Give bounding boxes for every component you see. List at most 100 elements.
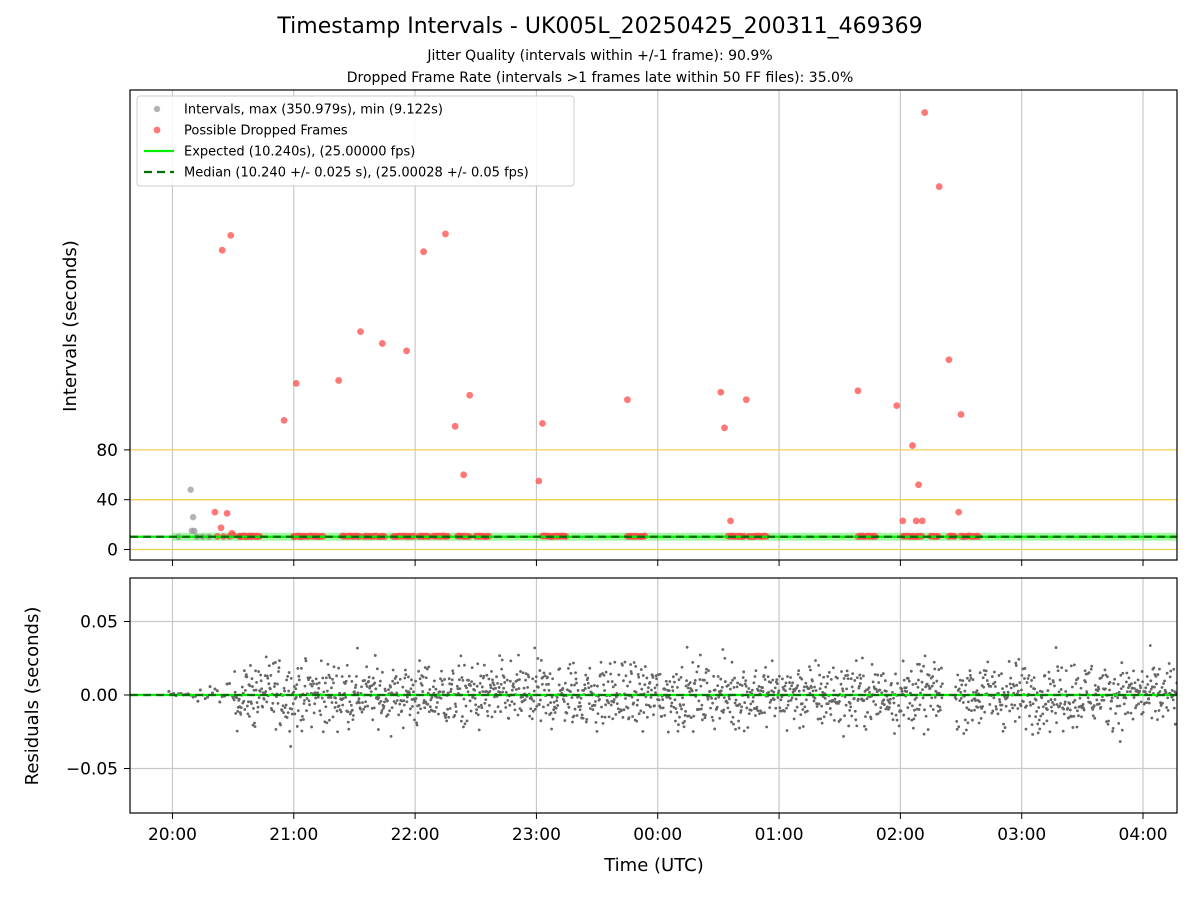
residual-point: [491, 678, 494, 682]
residual-point: [311, 679, 315, 683]
residual-point: [391, 668, 395, 672]
residual-point: [511, 682, 515, 686]
residual-point: [1121, 685, 1125, 688]
residual-point: [604, 703, 608, 707]
x-tick-label: 03:00: [997, 825, 1046, 845]
residual-point: [1120, 728, 1124, 732]
residual-point: [1022, 700, 1025, 704]
residual-point: [410, 678, 413, 682]
residual-point: [725, 701, 729, 705]
intervals-axes-frame: [129, 89, 1178, 561]
residual-point: [855, 724, 859, 728]
residual-point: [936, 709, 940, 713]
residual-point: [971, 718, 974, 722]
residual-point: [508, 679, 512, 683]
residual-point: [617, 673, 621, 677]
residual-point: [1019, 688, 1023, 692]
residual-point: [595, 730, 599, 733]
residual-point: [581, 716, 585, 720]
residual-point: [738, 702, 742, 706]
residual-point: [556, 704, 560, 707]
residual-point: [825, 682, 829, 685]
residual-point: [1029, 703, 1032, 707]
chart-title: Timestamp Intervals - UK005L_20250425_20…: [277, 14, 923, 39]
residual-point: [760, 711, 764, 715]
residual-point: [354, 686, 357, 689]
residual-point: [817, 663, 820, 667]
residual-point: [670, 701, 674, 705]
residual-point: [391, 679, 395, 683]
residual-point: [253, 721, 256, 725]
residual-point: [485, 710, 489, 713]
residual-point: [1031, 733, 1035, 736]
residual-point: [839, 718, 842, 721]
residual-point: [668, 680, 672, 683]
residual-point: [256, 710, 259, 714]
residual-point: [551, 717, 555, 721]
residual-point: [657, 698, 661, 702]
residual-point: [753, 675, 757, 678]
residual-point: [257, 696, 261, 700]
residual-point: [534, 675, 538, 679]
residual-point: [567, 705, 571, 709]
x-tick-label: 04:00: [1119, 825, 1168, 845]
residual-point: [485, 673, 489, 677]
residual-point: [248, 714, 251, 718]
residual-point: [805, 709, 809, 713]
residual-point: [1074, 706, 1077, 710]
residual-point: [992, 670, 996, 674]
residual-point: [873, 673, 877, 676]
residual-point: [794, 697, 798, 701]
residual-point: [203, 697, 207, 701]
residual-point: [1139, 686, 1143, 690]
residual-point: [493, 695, 496, 699]
residual-point: [473, 688, 477, 692]
residual-point: [387, 688, 390, 691]
residual-point: [580, 713, 584, 717]
residuals-y-tick-label: 0.05: [80, 613, 118, 633]
x-tick-label: 23:00: [512, 825, 561, 845]
residual-point: [453, 702, 457, 706]
intervals-y-axis-label: Intervals (seconds): [60, 240, 81, 412]
residual-point: [751, 695, 755, 699]
residual-point: [609, 672, 613, 676]
residual-point: [328, 676, 332, 680]
residual-point: [272, 710, 276, 713]
residual-point: [447, 715, 451, 719]
residual-point: [445, 719, 449, 723]
residual-point: [1140, 670, 1144, 673]
residual-point: [466, 690, 470, 694]
residual-point: [981, 705, 985, 708]
dropped-frame-point: [378, 340, 386, 347]
residual-point: [1035, 691, 1039, 695]
residual-point: [235, 729, 239, 733]
residual-point: [985, 679, 989, 682]
residual-point: [1072, 714, 1076, 718]
residual-point: [637, 712, 641, 716]
residual-point: [939, 666, 943, 670]
residual-point: [823, 696, 827, 700]
residual-point: [267, 682, 271, 686]
residual-point: [801, 725, 805, 728]
residual-point: [1035, 710, 1039, 713]
residual-point: [902, 678, 906, 682]
residual-point: [1087, 671, 1091, 675]
x-axis-label: Time (UTC): [603, 855, 704, 876]
residual-point: [1012, 684, 1016, 688]
residual-point: [513, 708, 517, 712]
residual-point: [500, 667, 504, 671]
residual-point: [384, 689, 387, 693]
residual-point: [1093, 684, 1097, 687]
residual-point: [509, 659, 513, 663]
residual-point: [649, 695, 653, 699]
residual-point: [1001, 729, 1005, 733]
residual-point: [1009, 686, 1013, 690]
residual-point: [198, 688, 202, 692]
residual-point: [259, 673, 263, 677]
residual-point: [1046, 700, 1050, 703]
residual-point: [421, 690, 425, 693]
residual-point: [330, 701, 334, 704]
residual-point: [602, 673, 606, 677]
residual-point: [1132, 669, 1135, 673]
residual-point: [842, 734, 845, 738]
